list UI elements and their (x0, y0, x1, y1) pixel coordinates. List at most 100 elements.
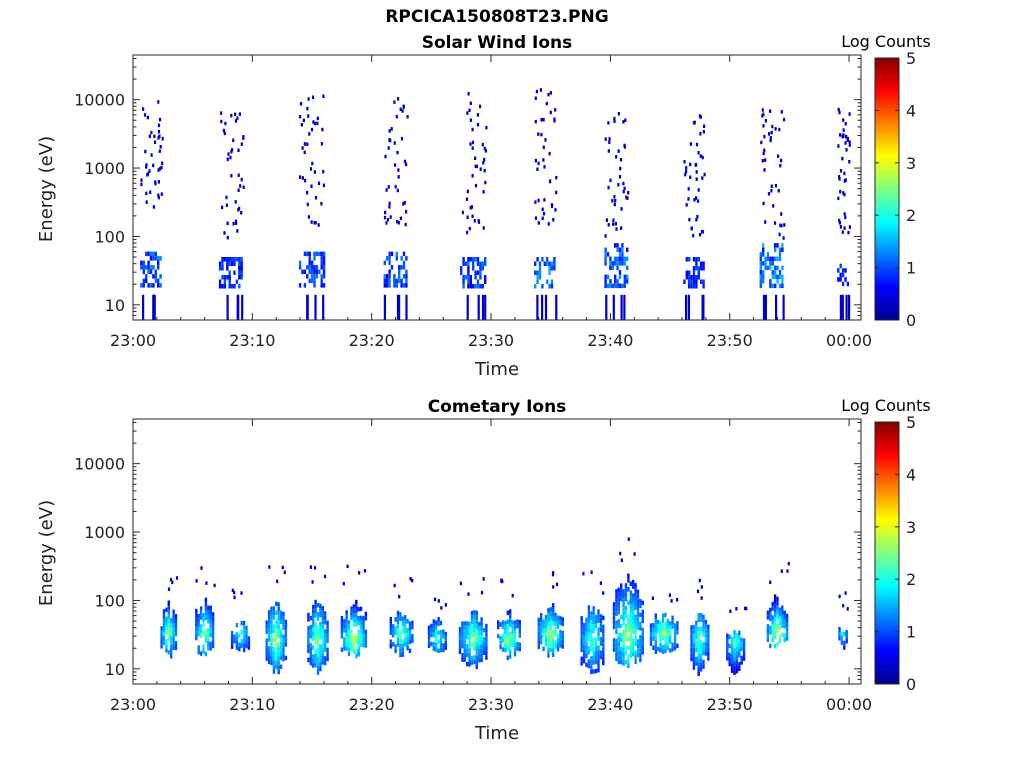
heatmap-cluster (838, 591, 849, 650)
heatmap-cell (326, 652, 329, 657)
heatmap-cell (204, 615, 208, 621)
heatmap-cell (614, 283, 617, 289)
heatmap-cell (659, 625, 662, 631)
heatmap-cell (320, 278, 323, 284)
heatmap-cell (343, 637, 346, 642)
x-tick-label: 23:30 (468, 695, 514, 714)
heatmap-cell (695, 284, 698, 289)
heatmap-cell (238, 261, 241, 266)
heatmap-cell (316, 638, 320, 644)
heatmap-cell (279, 619, 283, 624)
heatmap-cell (306, 106, 309, 111)
heatmap-cell (837, 107, 840, 112)
heatmap-cell (762, 252, 765, 257)
heatmap-cell (148, 134, 151, 139)
heatmap-cell (759, 256, 762, 262)
heatmap-cell (144, 149, 147, 154)
heatmap-cell (247, 640, 251, 646)
heatmap-cell (509, 636, 512, 641)
heatmap-cell (602, 638, 605, 643)
heatmap-cell (204, 633, 208, 639)
heatmap-cell (473, 632, 476, 638)
heatmap-cell (409, 577, 412, 581)
heatmap-cell (547, 644, 550, 649)
heatmap-cell (511, 642, 514, 648)
heatmap-cell (236, 229, 239, 233)
heatmap-cell (463, 643, 466, 649)
heatmap-cell (547, 222, 550, 226)
heatmap-cell (649, 627, 653, 633)
heatmap-cell (228, 257, 231, 262)
heatmap-cell (481, 284, 484, 289)
heatmap-cell (231, 588, 234, 593)
heatmap-cell (697, 151, 700, 155)
heatmap-cell (232, 138, 235, 143)
heatmap-cell (546, 261, 549, 266)
heatmap-cell (781, 605, 784, 610)
heatmap-cell (473, 219, 476, 223)
heatmap-cell (321, 615, 324, 620)
heatmap-cell (778, 270, 782, 275)
heatmap-cell (463, 634, 466, 640)
heatmap-cell (472, 261, 475, 266)
heatmap-cluster (726, 606, 748, 676)
heatmap-cell (275, 624, 278, 629)
heatmap-cell (738, 644, 741, 649)
heatmap-cell (552, 616, 555, 622)
heatmap-cell (537, 161, 540, 166)
heatmap-cell (669, 639, 672, 644)
heatmap-cell (472, 266, 475, 271)
heatmap-cell (435, 625, 438, 630)
heatmap-cell (362, 643, 365, 648)
heatmap-cell (701, 294, 704, 320)
heatmap-cell (541, 257, 544, 262)
heatmap-cell (627, 587, 630, 592)
colorbar-tick-label: 5 (906, 413, 916, 432)
heatmap-cell (402, 104, 405, 109)
heatmap-cell (629, 649, 632, 654)
heatmap-cell (769, 261, 772, 266)
heatmap-cell (204, 629, 208, 634)
heatmap-cell (404, 619, 407, 624)
heatmap-cell (582, 649, 586, 655)
heatmap-cell (242, 629, 246, 635)
heatmap-cell (435, 643, 438, 648)
heatmap-cell (534, 261, 537, 266)
heatmap-cell (298, 283, 302, 288)
heatmap-cell (277, 647, 280, 652)
heatmap-cell (534, 158, 537, 163)
heatmap-cell (552, 634, 555, 640)
heatmap-cell (275, 664, 278, 670)
heatmap-cell (730, 650, 734, 655)
heatmap-cell (735, 664, 739, 669)
heatmap-cell (773, 616, 777, 622)
heatmap-cell (846, 281, 850, 287)
heatmap-cell (549, 625, 552, 630)
heatmap-cell (781, 283, 784, 289)
heatmap-cell (552, 603, 555, 608)
heatmap-cell (785, 618, 789, 623)
heatmap-cell (395, 283, 398, 288)
heatmap-cell (550, 261, 554, 266)
heatmap-cell (641, 609, 644, 615)
heatmap-cell (697, 257, 700, 262)
heatmap-cell (475, 637, 478, 643)
heatmap-cell (386, 278, 389, 284)
heatmap-cell (848, 225, 851, 229)
heatmap-cell (690, 275, 693, 280)
heatmap-cell (479, 275, 482, 280)
heatmap-cell (433, 597, 437, 602)
heatmap-cell (270, 638, 273, 643)
heatmap-cell (702, 614, 705, 620)
heatmap-cell (738, 662, 741, 667)
heatmap-cell (347, 629, 351, 634)
heatmap-cell (617, 592, 620, 597)
heatmap-cell (843, 171, 846, 176)
heatmap-cell (622, 638, 625, 644)
heatmap-cell (385, 221, 388, 225)
heatmap-cell (158, 149, 161, 153)
heatmap-cell (324, 633, 327, 639)
heatmap-cell (355, 604, 358, 609)
heatmap-cell (383, 215, 387, 220)
heatmap-cell (760, 140, 763, 145)
